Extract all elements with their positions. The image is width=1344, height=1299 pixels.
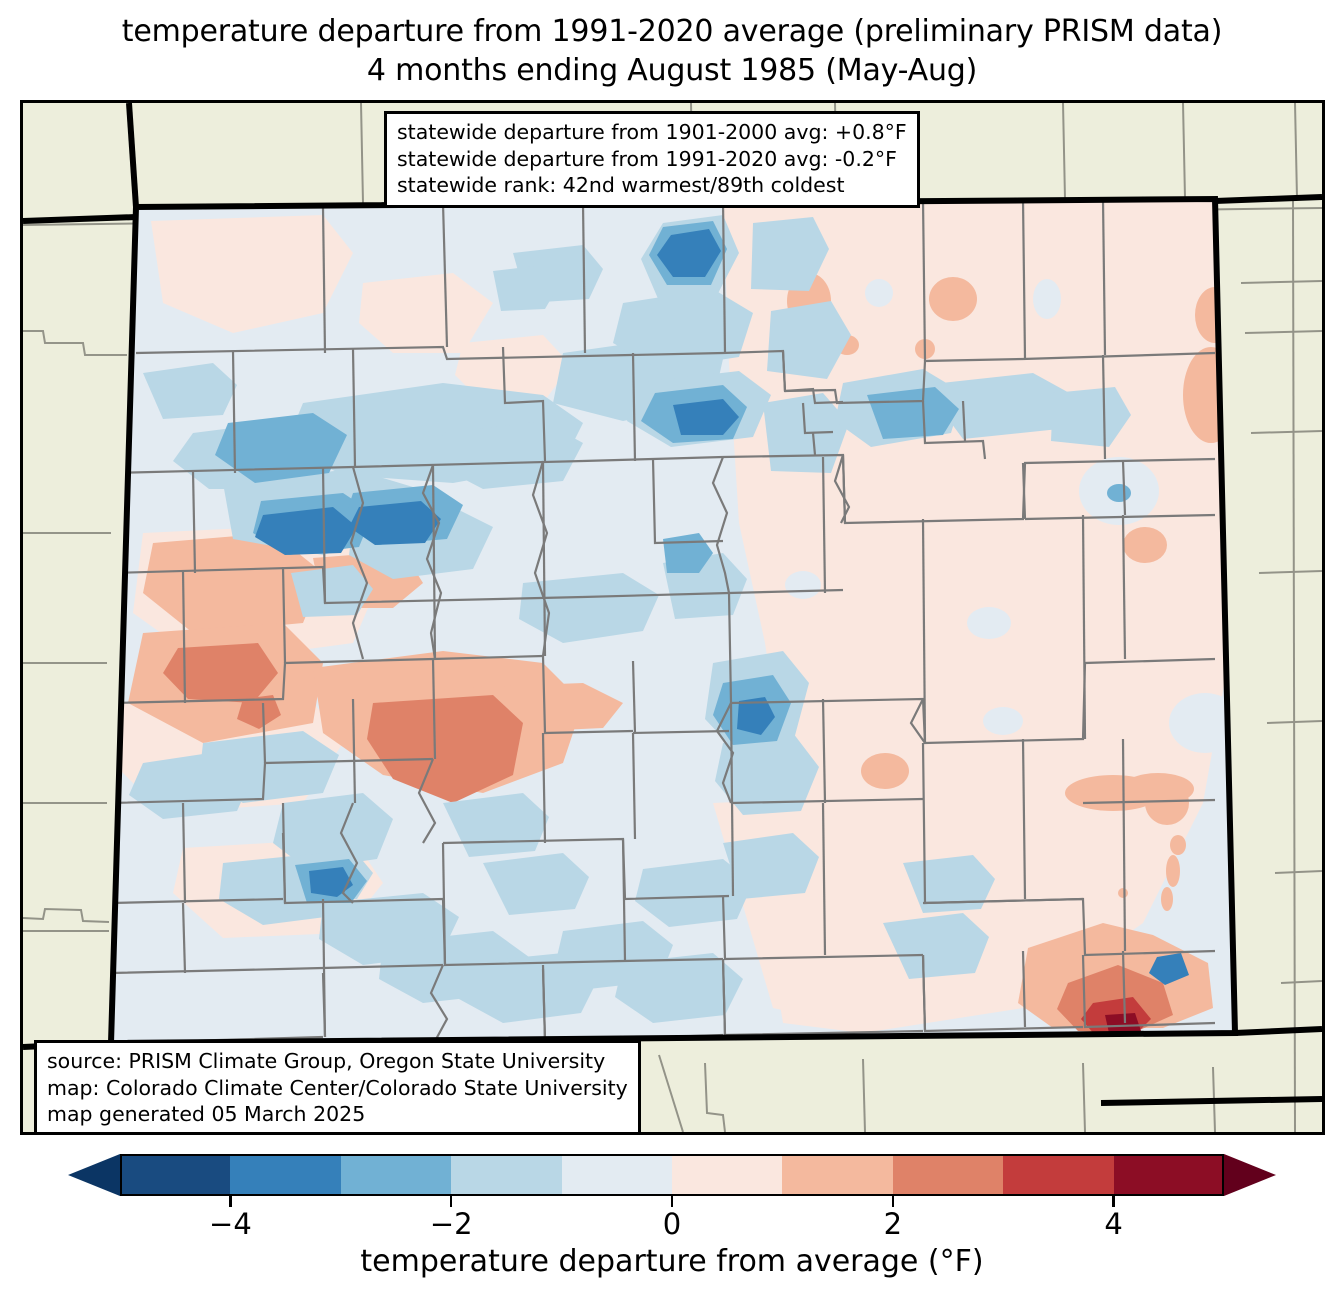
chart-title-line-1: temperature departure from 1991-2020 ave… bbox=[121, 14, 1223, 49]
colorbar-tick-mark-0 bbox=[229, 1196, 232, 1207]
colorbar-swatch-1 bbox=[230, 1154, 341, 1196]
colorbar-swatch-6 bbox=[782, 1154, 893, 1196]
colorbar-tick-label-2: 0 bbox=[662, 1207, 682, 1241]
chart-title: temperature departure from 1991-2020 ave… bbox=[0, 12, 1344, 90]
colorbar-swatch-7 bbox=[892, 1154, 1004, 1196]
colorbar-under-arrow bbox=[68, 1154, 120, 1196]
stat-statewide-rank: statewide rank: 42nd warmest/89th coldes… bbox=[397, 173, 845, 197]
colorbar-swatch-9 bbox=[1113, 1154, 1225, 1196]
colorbar-axis-label: temperature departure from average (°F) bbox=[360, 1244, 984, 1279]
colorbar-ticks: −4 −2 0 2 4 bbox=[0, 1196, 1344, 1244]
colorbar-swatches bbox=[120, 1154, 1225, 1196]
colorbar-tick-label-3: 2 bbox=[883, 1207, 903, 1241]
map-generated-line: map generated 05 March 2025 bbox=[47, 1102, 366, 1126]
colorbar-tick-label-4: 4 bbox=[1104, 1207, 1123, 1241]
colorbar-tick-mark-1 bbox=[449, 1196, 453, 1207]
colorbar: −4 −2 0 2 4 bbox=[0, 1146, 1344, 1246]
map-frame: statewide departure from 1901-2000 avg: … bbox=[20, 100, 1325, 1135]
colorbar-over-arrow bbox=[1224, 1154, 1276, 1196]
colorbar-tick-label-0: −4 bbox=[209, 1207, 252, 1241]
colorbar-tick-mark-4 bbox=[1112, 1196, 1115, 1207]
colorbar-tick-mark-2 bbox=[670, 1196, 674, 1207]
chart-title-line-2: 4 months ending August 1985 (May-Aug) bbox=[366, 53, 978, 88]
colorbar-swatch-2 bbox=[340, 1154, 452, 1196]
stat-departure-1901-2000: statewide departure from 1901-2000 avg: … bbox=[397, 120, 907, 144]
colorbar-swatch-5 bbox=[672, 1154, 783, 1196]
source-credits-box: source: PRISM Climate Group, Oregon Stat… bbox=[34, 1040, 641, 1132]
stat-departure-1991-2020: statewide departure from 1991-2020 avg: … bbox=[397, 146, 897, 171]
colorbar-swatch-3 bbox=[451, 1154, 562, 1196]
colorbar-swatch-0 bbox=[120, 1154, 231, 1196]
colorbar-tick-mark-3 bbox=[891, 1196, 895, 1207]
statistics-box: statewide departure from 1901-2000 avg: … bbox=[384, 111, 920, 208]
source-line: source: PRISM Climate Group, Oregon Stat… bbox=[47, 1049, 606, 1073]
colorbar-tick-label-1: −2 bbox=[429, 1207, 473, 1241]
map-credit-line: map: Colorado Climate Center/Colorado St… bbox=[47, 1075, 628, 1100]
colorado-temperature-anomaly-map bbox=[23, 103, 1322, 1132]
colorbar-swatch-8 bbox=[1003, 1154, 1114, 1196]
colorbar-swatch-4 bbox=[561, 1154, 673, 1196]
